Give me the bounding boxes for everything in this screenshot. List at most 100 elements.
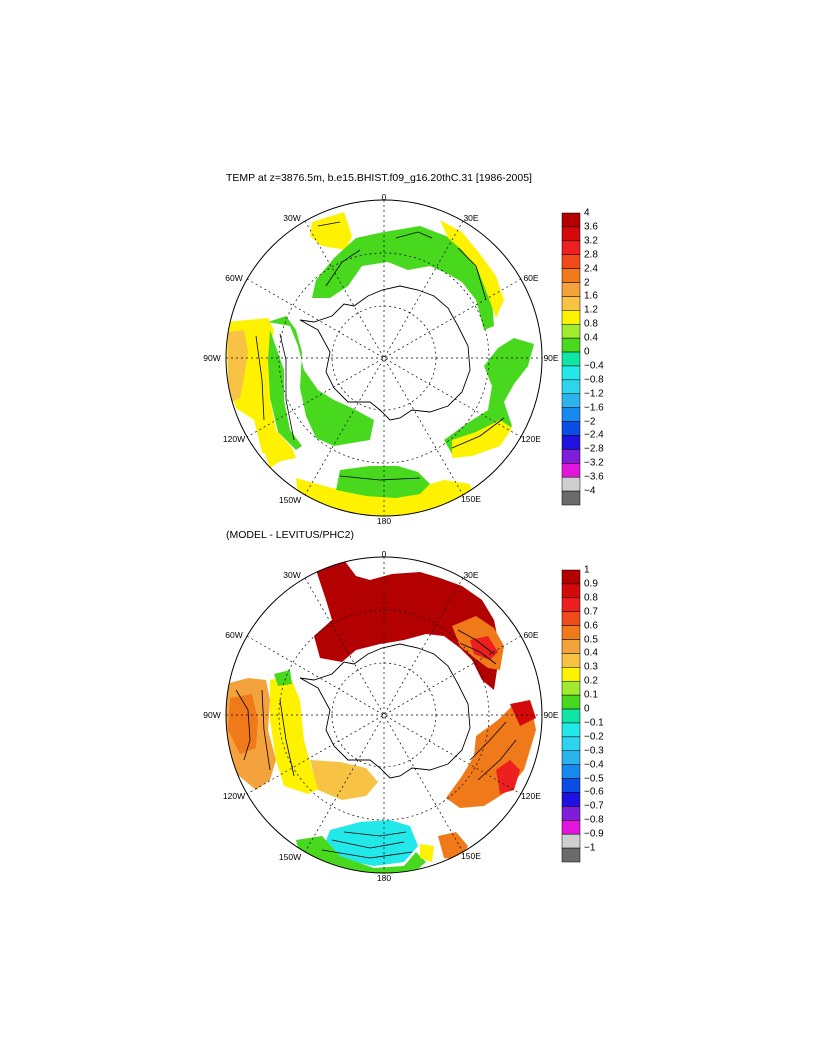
colorbar-label: −3.2 xyxy=(584,457,604,469)
colorbar-swatch xyxy=(561,337,581,353)
colorbar-swatch xyxy=(561,449,581,464)
field-red-ne xyxy=(470,636,498,660)
colorbar-label: −0.1 xyxy=(584,717,604,729)
colorbar-label: 3.2 xyxy=(584,235,598,247)
colorbar-label: 1 xyxy=(584,564,590,576)
colorbar-swatch xyxy=(561,667,581,682)
field-green-west xyxy=(268,316,374,446)
colorbar-label: −0.5 xyxy=(584,773,604,785)
p1-lon-0: 0 xyxy=(381,192,387,202)
colorbar-label: 0 xyxy=(584,346,590,358)
colorbar-swatch xyxy=(561,597,581,612)
colorbar-swatch xyxy=(561,833,581,849)
p2-lon-180: 180 xyxy=(376,873,392,883)
p2-lon-120w: 120W xyxy=(222,791,246,801)
panel1-title: TEMP at z=3876.5m, b.e15.BHIST.f09_g16.2… xyxy=(226,172,532,184)
p1-lon-30e: 30E xyxy=(463,213,479,223)
panel2-title: (MODEL - LEVITUS/PHC2) xyxy=(226,529,354,541)
colorbar-swatch xyxy=(561,282,581,297)
colorbar-swatch xyxy=(561,379,581,395)
colorbar-swatch xyxy=(561,351,581,367)
colorbar-label: −0.9 xyxy=(584,828,604,840)
colorbar-swatch xyxy=(561,323,581,339)
p1-lon-30w: 30W xyxy=(283,213,301,223)
p2-lon-60e: 60E xyxy=(523,630,539,640)
colorbar-swatch xyxy=(561,764,581,779)
field-yellow-east xyxy=(452,420,512,458)
panel2-frame xyxy=(225,556,543,874)
p1-lon-90e: 90E xyxy=(543,353,559,363)
colorbar-label: 0.1 xyxy=(584,689,598,701)
colorbar-label: 0.8 xyxy=(584,592,598,604)
field-darkred-north xyxy=(314,560,500,690)
colorbar-label: −0.6 xyxy=(584,786,604,798)
p1-lon-60e: 60E xyxy=(523,273,539,283)
colorbar-swatch xyxy=(561,708,581,724)
colorbar-swatch xyxy=(561,407,581,422)
colorbar-swatch xyxy=(561,365,581,381)
colorbar-swatch xyxy=(561,806,581,821)
colorbar-swatch xyxy=(561,421,581,436)
panel1-grid xyxy=(226,200,542,516)
colorbar-label: 2.4 xyxy=(584,263,598,275)
colorbar-swatch xyxy=(561,254,581,269)
colorbar-swatch xyxy=(561,722,581,738)
p1-lon-150e: 150E xyxy=(461,494,481,504)
colorbar-swatch xyxy=(561,310,581,325)
field-green-south xyxy=(336,466,430,498)
p1-lon-120e: 120E xyxy=(521,434,541,444)
field-lightorange-sw xyxy=(310,760,378,800)
colorbar-label: −1.2 xyxy=(584,388,604,400)
colorbar-swatch xyxy=(561,625,581,640)
colorbar-label: −2.4 xyxy=(584,429,604,441)
colorbar-label: 0.7 xyxy=(584,606,598,618)
colorbar-swatch xyxy=(561,435,581,450)
colorbar-label: −2 xyxy=(584,416,596,428)
p2-lon-90w: 90W xyxy=(203,710,221,720)
colorbar-swatch xyxy=(561,653,581,668)
panel2-colorbar xyxy=(561,569,581,863)
colorbar-label: −0.4 xyxy=(584,360,604,372)
field-orange-west-dark xyxy=(228,694,258,754)
panel2-antarctica xyxy=(299,643,471,779)
panel1-colorbar xyxy=(561,212,581,506)
colorbar-label: 0.4 xyxy=(584,332,598,344)
p1-lon-180: 180 xyxy=(376,516,392,526)
colorbar-swatch xyxy=(561,694,581,710)
colorbar-swatch xyxy=(561,212,581,228)
colorbar-label: 1.6 xyxy=(584,290,598,302)
colorbar-label: −0.8 xyxy=(584,374,604,386)
colorbar-swatch xyxy=(561,569,581,585)
colorbar-swatch xyxy=(561,268,581,283)
p1-lon-120w: 120W xyxy=(222,434,246,444)
p2-lon-150w: 150W xyxy=(278,852,302,862)
p2-lon-150e: 150E xyxy=(461,851,481,861)
colorbar-label: 0.4 xyxy=(584,647,598,659)
colorbar-swatch xyxy=(561,583,581,599)
panel1-antarctica xyxy=(299,285,471,421)
colorbar-label: 0.8 xyxy=(584,318,598,330)
p1-lon-90w: 90W xyxy=(203,353,221,363)
panel1-frame xyxy=(225,199,543,517)
field-yellow-south xyxy=(420,844,434,862)
colorbar-swatch xyxy=(561,639,581,654)
colorbar-swatch xyxy=(561,847,581,863)
colorbar-label: 1.2 xyxy=(584,304,598,316)
field-yellow-ne xyxy=(440,220,504,318)
colorbar-label: −1.6 xyxy=(584,402,604,414)
colorbar-label: 0 xyxy=(584,703,590,715)
colorbar-label: 4 xyxy=(584,207,590,219)
panel2-grid xyxy=(226,557,542,873)
colorbar-swatch xyxy=(561,778,581,793)
colorbar-label: −0.4 xyxy=(584,759,604,771)
field-yellow-120w xyxy=(264,446,282,468)
p2-lon-0: 0 xyxy=(381,549,387,559)
colorbar-label: −1 xyxy=(584,842,596,854)
colorbar-label: 0.9 xyxy=(584,578,598,590)
colorbar-swatch xyxy=(561,736,581,752)
colorbar-swatch xyxy=(561,611,581,626)
colorbar-label: 0.6 xyxy=(584,620,598,632)
colorbar-swatch xyxy=(561,393,581,408)
panel1-contours xyxy=(255,221,505,481)
colorbar-swatch xyxy=(561,296,581,311)
